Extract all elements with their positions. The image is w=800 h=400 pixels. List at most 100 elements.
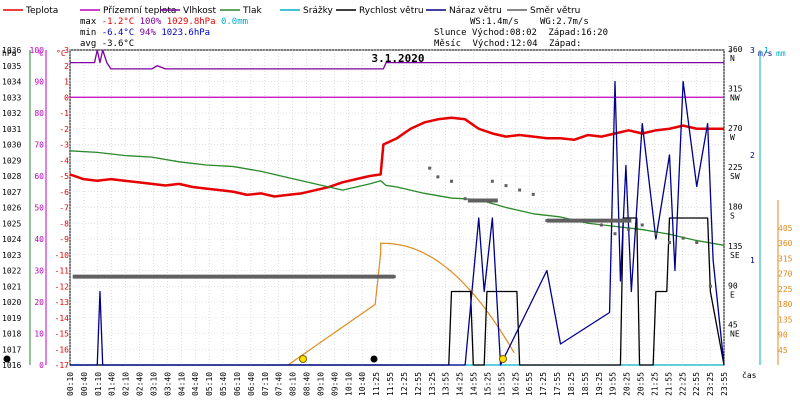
deg-tick: 135 — [728, 242, 743, 251]
ms-tick: 3 — [750, 46, 755, 55]
sun-label: Slunce — [434, 28, 467, 38]
min-hum: 94% — [140, 28, 157, 38]
hpa-tick: 1026 — [2, 204, 21, 213]
axes: hPa% °C ° m/s mm1016101710181019102010211022… — [2, 45, 793, 370]
wind-dir-point — [708, 284, 712, 288]
moon-rise: Východ:12:04 — [473, 39, 538, 49]
x-tick-label: 06:40 — [247, 372, 256, 396]
x-tick-label: 22:25 — [678, 372, 687, 396]
c-tick: -10 — [55, 251, 70, 260]
hpa-tick: 1032 — [2, 109, 21, 118]
hpa-tick: 1023 — [2, 251, 21, 260]
x-tick-label: 03:40 — [163, 372, 172, 396]
c-tick: -12 — [55, 282, 70, 291]
c-tick: -13 — [55, 298, 70, 307]
c-tick: 3 — [64, 46, 69, 55]
hpa-tick: 1029 — [2, 156, 21, 165]
x-axis-label: čas — [742, 370, 757, 380]
c-tick: -7 — [59, 204, 69, 213]
avg-temp: -3.6°C — [102, 39, 135, 49]
svg-text:Měsíc Východ:12:04 Západ:: Měsíc Východ:12:04 Západ: — [434, 39, 581, 49]
hpa-tick: 1030 — [2, 141, 21, 150]
wind-dir-point — [599, 223, 603, 227]
wind-dir-point — [613, 232, 617, 236]
x-tick-label: 12:55 — [414, 372, 423, 396]
max-temp: -1.2°C — [102, 17, 135, 27]
wind-dir-point — [668, 241, 671, 244]
x-tick-label: 15:25 — [483, 372, 492, 396]
x-tick-label: 03:10 — [149, 372, 158, 396]
x-tick-label: 10:10 — [344, 372, 353, 396]
sun-rise: Východ:08:02 — [472, 28, 537, 38]
max-label: max — [80, 17, 97, 27]
orange-tick: 270 — [778, 270, 793, 279]
hpa-tick: 1016 — [2, 361, 21, 370]
hpa-tick: 1017 — [2, 345, 21, 354]
x-tick-label: 21:55 — [664, 372, 673, 396]
avg-label: avg — [80, 39, 96, 49]
legend-label-2: Vlhkost — [183, 6, 216, 16]
unit-c: °C — [56, 49, 66, 58]
c-tick: -9 — [59, 235, 69, 244]
pct-tick: 10 — [34, 330, 44, 339]
x-tick-label: 18:55 — [581, 372, 590, 396]
c-tick: 2 — [64, 62, 69, 71]
dir-label: S — [730, 212, 735, 221]
x-tick-label: 04:40 — [191, 372, 200, 396]
series-line-5 — [70, 217, 725, 366]
c-tick: -3 — [59, 141, 69, 150]
pct-tick: 20 — [34, 298, 44, 307]
deg-tick: 315 — [728, 84, 743, 93]
hpa-tick: 1027 — [2, 188, 21, 197]
series-group — [69, 49, 725, 366]
sun-set: Západ:16:20 — [548, 28, 608, 38]
x-tick-label: 09:10 — [316, 372, 325, 396]
c-tick: -11 — [55, 267, 70, 276]
x-tick-label: 04:10 — [177, 372, 186, 396]
dir-label: SW — [730, 172, 740, 181]
dir-label: N — [730, 54, 735, 63]
deg-tick: 360 — [728, 45, 743, 54]
wind-gust-stat: WG:2.7m/s — [540, 17, 589, 27]
orange-tick: 45 — [778, 346, 788, 355]
c-tick: -6 — [59, 188, 69, 197]
legend-label-6: Náraz větru — [449, 6, 502, 16]
x-tick-label: 19:25 — [595, 372, 604, 396]
x-tick-label: 01:40 — [108, 372, 117, 396]
x-tick-label: 13:55 — [442, 372, 451, 396]
x-tick-label: 20:25 — [623, 372, 632, 396]
c-tick: -15 — [55, 330, 70, 339]
series-line-3 — [69, 150, 725, 246]
svg-text:min -6.4°C 94% 1023.6hPa: min -6.4°C 94% 1023.6hPa — [80, 28, 210, 38]
dir-label: SE — [730, 251, 740, 260]
hpa-tick: 1020 — [2, 298, 21, 307]
max-hum: 100% — [140, 17, 162, 27]
wind-dir-point — [450, 179, 453, 183]
x-tick-label: 21:25 — [650, 372, 659, 396]
wind-dir-point — [627, 227, 631, 231]
x-tick-label: 23:55 — [720, 372, 729, 396]
stats-panel: max -1.2°C 100% 1029.8hPa 0.0mm min -6.4… — [80, 17, 608, 49]
c-tick: -16 — [55, 345, 70, 354]
x-tick-label: 15:55 — [497, 372, 506, 396]
c-tick: -5 — [59, 172, 69, 181]
svg-text:avg -3.6°C: avg -3.6°C — [80, 39, 134, 49]
legend-label-4: Srážky — [303, 6, 334, 16]
dir-label: E — [730, 290, 735, 299]
x-tick-label: 23:25 — [706, 372, 715, 396]
x-tick-label: 11:25 — [372, 372, 381, 396]
x-tick-label: 17:25 — [539, 372, 548, 396]
svg-text:max -1.2°C 100% 1029.8hPa 0.0m: max -1.2°C 100% 1029.8hPa 0.0mm — [80, 17, 248, 27]
x-tick-label: 10:40 — [358, 372, 367, 396]
moon-label: Měsíc — [434, 39, 461, 49]
x-tick-label: 22:55 — [692, 372, 701, 396]
sunset-marker — [499, 355, 507, 363]
x-tick-label: 16:25 — [511, 372, 520, 396]
x-axis-ticks: 00:10 00:40 01:10 01:40 02:10 02:40 03:10 03:40… — [66, 372, 729, 396]
wind-dir-point — [640, 223, 644, 227]
ms-tick: 1 — [750, 256, 755, 265]
unit-pct: % — [38, 49, 43, 58]
hpa-tick: 1033 — [2, 93, 21, 102]
wind-speed-stat: WS:1.4m/s — [470, 17, 519, 27]
hpa-tick: 1035 — [2, 62, 21, 71]
